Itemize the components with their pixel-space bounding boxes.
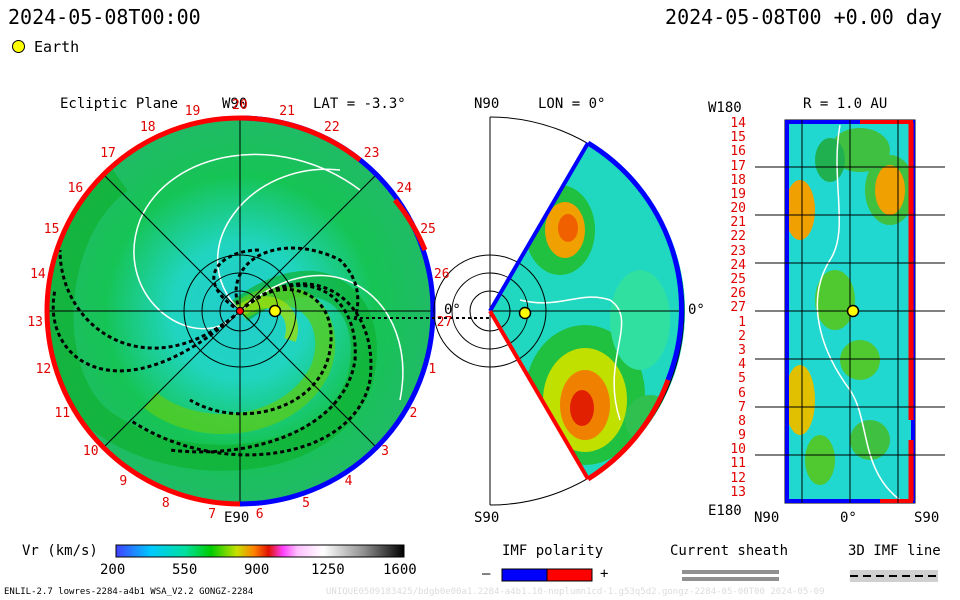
synoptic-row-label: 19 bbox=[730, 186, 746, 202]
ecliptic-ring-number: 21 bbox=[279, 103, 295, 119]
synoptic-row-label: 3 bbox=[738, 342, 746, 358]
colorbar-tick-2: 900 bbox=[244, 562, 270, 578]
earth-marker-ecliptic bbox=[268, 304, 282, 318]
synoptic-row-label: 10 bbox=[730, 442, 746, 458]
ecliptic-ring-number: 4 bbox=[344, 474, 353, 490]
ecliptic-ring-number: 27 bbox=[436, 314, 453, 330]
synoptic-x-left: N90 bbox=[754, 510, 780, 526]
synoptic-row-label: 18 bbox=[730, 172, 746, 188]
ecliptic-bottom-label: E90 bbox=[224, 510, 250, 526]
earth-marker-meridional bbox=[518, 306, 532, 320]
imf-minus-label: – bbox=[482, 566, 491, 582]
ecliptic-ring-number: 24 bbox=[396, 180, 413, 196]
earth-marker-synoptic bbox=[846, 304, 860, 318]
ecliptic-ring-number: 25 bbox=[420, 221, 436, 237]
ecliptic-ring-number: 3 bbox=[381, 443, 389, 459]
synoptic-row-label: 7 bbox=[738, 399, 746, 415]
synoptic-row-label: 16 bbox=[730, 144, 746, 160]
meridional-zero-label: 0° bbox=[688, 302, 705, 318]
synoptic-row-label: 26 bbox=[730, 286, 746, 302]
meridional-top-label: N90 bbox=[474, 96, 500, 112]
ecliptic-ring-number: 7 bbox=[208, 506, 217, 522]
colorbar-tick-0: 200 bbox=[100, 562, 126, 578]
current-sheath-title: Current sheath bbox=[670, 543, 789, 559]
synoptic-bottom-left-label: E180 bbox=[708, 503, 742, 519]
synoptic-x-mid: 0° bbox=[840, 510, 857, 526]
synoptic-top-left-label: W180 bbox=[708, 100, 742, 116]
synoptic-r-label: R = 1.0 AU bbox=[803, 96, 888, 112]
ecliptic-ring-number: 1 bbox=[428, 361, 437, 377]
synoptic-row-label: 12 bbox=[730, 470, 746, 486]
imf-positive-swatch bbox=[546, 568, 593, 582]
synoptic-row-label: 20 bbox=[730, 201, 746, 217]
synoptic-row-label: 11 bbox=[730, 456, 746, 472]
synoptic-row-label: 4 bbox=[738, 357, 746, 373]
ecliptic-ring-number: 26 bbox=[433, 267, 450, 283]
synoptic-row-label: 21 bbox=[730, 215, 746, 231]
ecliptic-ring-number: 11 bbox=[54, 405, 71, 421]
synoptic-row-label: 9 bbox=[738, 428, 746, 444]
earth-legend-icon bbox=[12, 40, 25, 53]
imf-polarity-title: IMF polarity bbox=[502, 543, 604, 559]
ecliptic-top-label: W90 bbox=[222, 96, 248, 112]
synoptic-map-plot bbox=[755, 119, 945, 504]
synoptic-row-label: 2 bbox=[738, 328, 746, 344]
imf-plus-label: + bbox=[600, 566, 609, 582]
synoptic-row-label: 17 bbox=[730, 158, 746, 174]
synoptic-row-label: 1 bbox=[738, 314, 746, 330]
meridional-plane-plot bbox=[433, 116, 685, 506]
synoptic-row-label: 15 bbox=[730, 130, 746, 146]
synoptic-row-label: 13 bbox=[730, 484, 746, 500]
ecliptic-plane-plot bbox=[44, 115, 436, 507]
ecliptic-ring-number: 5 bbox=[302, 495, 310, 511]
footer-left: ENLIL-2.7 lowres-2284-a4b1 WSA_V2.2 GONG… bbox=[4, 587, 254, 597]
ecliptic-ring-number: 15 bbox=[43, 221, 60, 237]
ecliptic-ring-number: 17 bbox=[100, 145, 116, 161]
ecliptic-ring-number: 22 bbox=[324, 119, 340, 135]
synoptic-row-label: 14 bbox=[730, 116, 746, 131]
colorbar-label: Vr (km/s) bbox=[22, 543, 98, 559]
ecliptic-ring-number: 10 bbox=[82, 443, 99, 459]
synoptic-row-label: 24 bbox=[730, 257, 746, 273]
ecliptic-ring-number: 8 bbox=[161, 495, 170, 511]
colorbar-tick-3: 1250 bbox=[311, 562, 345, 578]
ecliptic-ring-number: 2 bbox=[409, 405, 418, 421]
colorbar-tick-4: 1600 bbox=[383, 562, 417, 578]
ecliptic-ring-number: 6 bbox=[255, 506, 264, 522]
imf-negative-swatch bbox=[501, 568, 548, 582]
ecliptic-ring-number: 12 bbox=[35, 361, 52, 377]
synoptic-row-label: 25 bbox=[730, 272, 746, 288]
synoptic-row-label: 22 bbox=[730, 229, 746, 245]
header-left-time: 2024-05-08T00:00 bbox=[8, 5, 201, 29]
synoptic-row-label: 23 bbox=[730, 243, 746, 259]
current-sheath-swatch bbox=[682, 570, 779, 574]
header-right-time: 2024-05-08T00 +0.00 day bbox=[665, 5, 942, 29]
ecliptic-ring-number: 9 bbox=[119, 474, 128, 490]
ecliptic-ring-number: 19 bbox=[184, 103, 201, 119]
synoptic-row-label: 27 bbox=[730, 300, 746, 316]
ecliptic-ring-number: 14 bbox=[30, 267, 46, 283]
meridional-bottom-label: S90 bbox=[474, 510, 500, 526]
ecliptic-title: Ecliptic Plane bbox=[60, 96, 179, 112]
ecliptic-ring-number: 23 bbox=[363, 145, 380, 161]
ecliptic-ring-number: 13 bbox=[27, 314, 43, 330]
ecliptic-lat-label: LAT = -3.3° bbox=[313, 96, 406, 112]
ecliptic-zero-label: 0° bbox=[444, 302, 461, 318]
ecliptic-ring-number: 20 bbox=[232, 98, 248, 113]
velocity-colorbar bbox=[115, 544, 405, 558]
synoptic-x-right: S90 bbox=[914, 510, 940, 526]
meridional-lon-label: LON = 0° bbox=[538, 96, 606, 112]
ecliptic-ring-number: 16 bbox=[67, 180, 84, 196]
footer-right: UNIQUE0509183425/bdgb0e00a1.2284-a4b1.10… bbox=[326, 587, 825, 597]
colorbar-tick-1: 550 bbox=[172, 562, 198, 578]
earth-legend: Earth bbox=[12, 38, 79, 56]
synoptic-row-label: 5 bbox=[738, 371, 746, 387]
synoptic-row-label: 8 bbox=[738, 413, 746, 429]
ecliptic-ring-number: 18 bbox=[139, 119, 156, 135]
synoptic-row-label: 6 bbox=[738, 385, 746, 401]
imf3d-title: 3D IMF line bbox=[848, 543, 941, 559]
